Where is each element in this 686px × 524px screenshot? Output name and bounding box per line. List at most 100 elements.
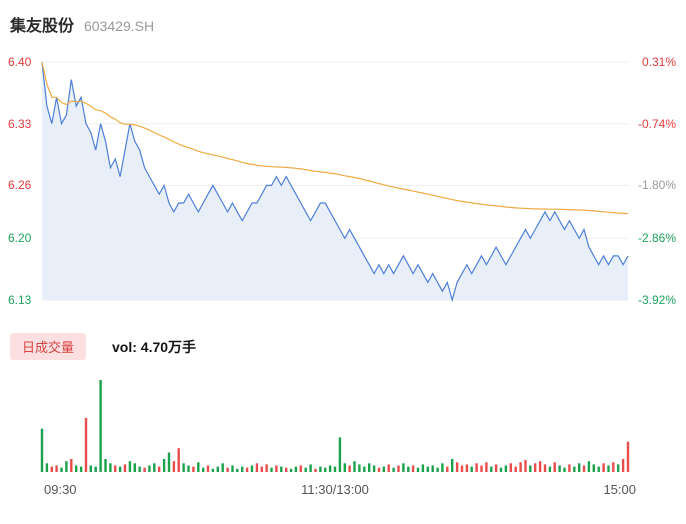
volume-bar — [426, 466, 429, 472]
volume-bar — [99, 380, 102, 472]
volume-bar — [250, 465, 254, 472]
volume-bar — [597, 466, 600, 472]
volume-bar — [465, 464, 469, 472]
volume-bar — [255, 463, 259, 472]
volume-bar — [338, 437, 342, 472]
time-label-close: 15:00 — [603, 482, 636, 497]
volume-bar — [241, 466, 244, 472]
volume-bar — [407, 466, 410, 472]
volume-bar — [197, 462, 200, 472]
avg-price-line — [41, 61, 629, 215]
header: 集友股份 603429.SH — [10, 12, 154, 36]
volume-bar — [509, 463, 512, 472]
volume-bar — [319, 466, 322, 472]
time-label-open: 09:30 — [44, 482, 77, 497]
volume-bar — [60, 467, 63, 472]
volume-bar — [587, 461, 591, 472]
volume-bar — [285, 467, 288, 472]
volume-bar — [128, 461, 132, 472]
volume-bar — [206, 465, 210, 472]
volume-bar — [333, 466, 337, 472]
volume-bar — [109, 463, 112, 472]
volume-bar — [202, 467, 205, 472]
volume-bar — [534, 463, 537, 472]
volume-bar — [397, 465, 400, 472]
volume-value-label: vol: 4.70万手 — [112, 338, 197, 355]
volume-bar — [314, 468, 317, 472]
volume-chart[interactable] — [0, 368, 686, 480]
volume-bar — [494, 464, 498, 472]
volume-bar — [621, 459, 625, 472]
volume-bar — [387, 464, 390, 472]
volume-bar — [55, 465, 58, 472]
volume-bar — [451, 459, 454, 472]
time-label-midday: 11:30/13:00 — [301, 482, 369, 497]
volume-bar — [607, 465, 610, 472]
volume-bar — [167, 452, 171, 472]
volume-bar — [216, 466, 219, 472]
volume-bar — [504, 465, 508, 472]
volume-bar — [363, 466, 366, 472]
volume-bar — [294, 466, 298, 472]
volume-bar — [592, 464, 595, 472]
volume-bar — [548, 466, 552, 472]
time-axis: 09:30 11:30/13:00 15:00 — [0, 482, 686, 500]
volume-bar — [460, 465, 464, 472]
volume-bar — [553, 462, 556, 472]
volume-bar — [382, 466, 385, 472]
volume-bar — [65, 461, 68, 472]
volume-bar — [446, 466, 449, 472]
volume-bar — [358, 464, 361, 472]
volume-bar — [270, 467, 273, 472]
volume-bar — [192, 466, 195, 472]
volume-bar — [441, 463, 444, 472]
volume-bar — [89, 465, 92, 472]
volume-bar — [372, 465, 376, 472]
volume-bar — [40, 428, 44, 472]
volume-bar — [280, 466, 283, 472]
volume-bar — [612, 462, 615, 472]
volume-bar — [480, 465, 483, 472]
volume-bar — [221, 463, 224, 472]
volume-bar — [79, 466, 83, 472]
volume-bar — [368, 463, 371, 472]
volume-bar — [309, 464, 312, 472]
volume-bar — [617, 464, 620, 472]
volume-bar — [485, 462, 488, 472]
price-chart[interactable] — [0, 0, 686, 322]
volume-bar — [304, 467, 307, 472]
volume-bar — [578, 463, 581, 472]
volume-bar — [343, 463, 346, 472]
volume-bar — [94, 466, 97, 472]
stock-code: 603429.SH — [84, 18, 155, 34]
volume-bar — [411, 465, 415, 472]
volume-bar — [436, 467, 439, 472]
volume-bar — [45, 463, 49, 472]
volume-bar — [275, 465, 278, 472]
volume-bar — [236, 468, 239, 472]
volume-bar — [519, 462, 522, 472]
volume-bar — [392, 467, 395, 472]
volume-bar — [602, 463, 605, 472]
volume-bar — [582, 465, 586, 472]
volume-bar — [114, 465, 117, 472]
volume-bar — [558, 465, 561, 472]
volume-bar — [162, 459, 166, 472]
volume-bar — [265, 464, 268, 472]
volume-bar — [568, 464, 571, 472]
volume-bar — [245, 467, 249, 472]
price-area — [42, 62, 628, 300]
price-line — [41, 61, 629, 303]
volume-bar — [431, 465, 434, 472]
volume-bar — [104, 459, 107, 472]
volume-bar — [475, 463, 478, 472]
volume-bar — [153, 463, 156, 472]
volume-header: 日成交量 vol: 4.70万手 — [10, 333, 196, 360]
volume-bar — [118, 466, 122, 472]
volume-bar — [470, 466, 473, 472]
volume-bar — [182, 463, 185, 472]
volume-bar — [172, 461, 176, 472]
volume-bar — [226, 467, 229, 472]
volume-bar — [490, 466, 493, 472]
volume-bar — [626, 441, 630, 472]
